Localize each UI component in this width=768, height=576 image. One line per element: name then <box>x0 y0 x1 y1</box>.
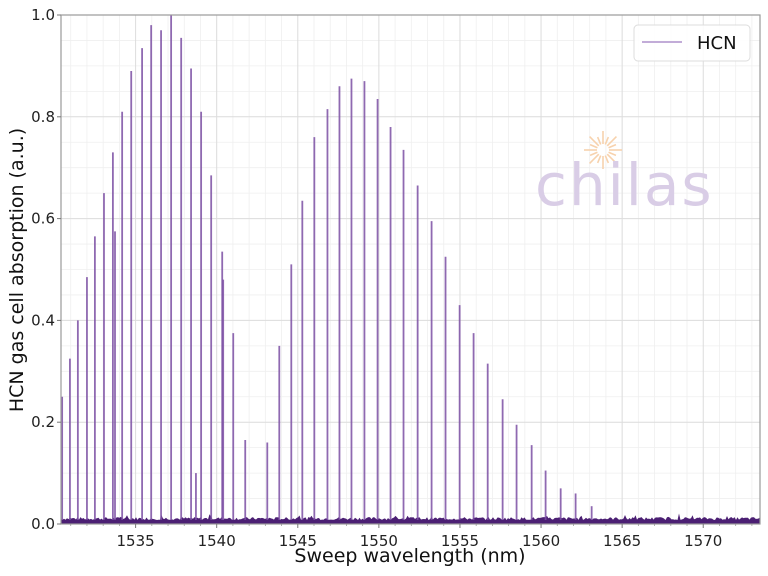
y-tick-label: 1.0 <box>31 6 55 24</box>
plot-frame <box>60 14 761 525</box>
watermark-text: chilas <box>535 151 714 219</box>
x-tick-label: 1570 <box>684 532 722 550</box>
y-tick-label: 0.2 <box>31 413 55 431</box>
sun-icon <box>584 131 622 169</box>
watermark-logo: chilas <box>535 131 714 219</box>
noise-floor <box>61 513 760 524</box>
legend-label: HCN <box>697 33 737 54</box>
x-tick-label: 1535 <box>117 532 155 550</box>
x-axis-ticks: 1535 1540 1545 1550 1555 1560 1565 1570 <box>70 524 753 550</box>
y-axis-ticks: 0.0 0.2 0.4 0.6 0.8 1.0 <box>31 6 61 533</box>
y-tick-label: 0.4 <box>31 311 55 329</box>
x-tick-label: 1545 <box>279 532 317 550</box>
x-tick-label: 1550 <box>360 532 398 550</box>
x-tick-label: 1560 <box>522 532 560 550</box>
legend: HCN <box>633 24 751 62</box>
minor-grid <box>61 15 760 524</box>
absorption-peaks <box>61 15 593 520</box>
y-tick-label: 0.6 <box>31 210 55 228</box>
x-tick-label: 1540 <box>198 532 236 550</box>
y-tick-label: 0.8 <box>31 108 55 126</box>
x-tick-label: 1555 <box>441 532 479 550</box>
x-axis-title: Sweep wavelength (nm) <box>294 545 525 567</box>
y-axis-title: HCN gas cell absorption (a.u.) <box>6 128 28 412</box>
major-grid <box>61 15 760 524</box>
y-tick-label: 0.0 <box>31 515 55 533</box>
x-tick-label: 1565 <box>603 532 641 550</box>
legend-box <box>633 24 751 62</box>
